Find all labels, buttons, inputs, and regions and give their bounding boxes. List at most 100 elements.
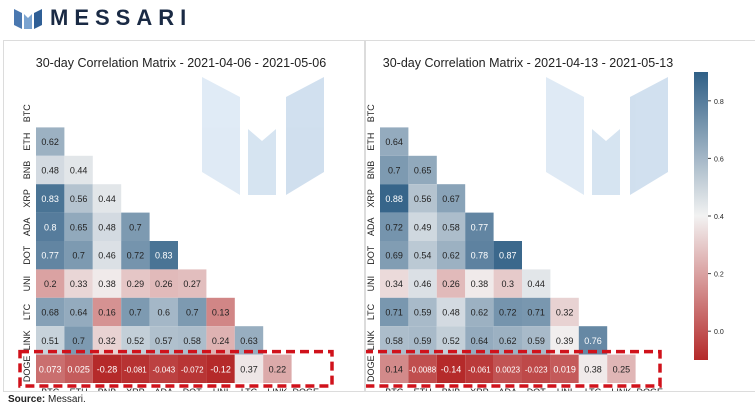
- cell-value-label: 0.7: [186, 308, 199, 318]
- heatmap-cell: [408, 241, 437, 270]
- y-tick-label: ETH: [22, 133, 32, 151]
- cell-value-label: 0.26: [155, 279, 173, 289]
- messari-logo: MESSARI: [14, 5, 192, 31]
- cell-value-label: 0.073: [39, 364, 62, 374]
- cell-value-label: 0.52: [442, 336, 460, 346]
- cell-value-label: 0.44: [527, 279, 545, 289]
- y-tick-label: BNB: [22, 161, 32, 180]
- cell-value-label: 0.64: [70, 308, 88, 318]
- cell-value-label: 0.67: [442, 194, 460, 204]
- y-tick-label: ADA: [22, 218, 32, 237]
- heatmap-cell: [465, 354, 494, 383]
- doge-row-highlight: [362, 349, 662, 388]
- heatmap-cell: [263, 354, 292, 383]
- cell-value-label: 0.46: [98, 251, 116, 261]
- cell-value-label: 0.78: [471, 251, 489, 261]
- y-tick-label: DOT: [22, 245, 32, 265]
- cell-value-label: 0.24: [212, 336, 230, 346]
- watermark-logo-icon: [202, 77, 324, 195]
- heatmap-cell: [436, 184, 466, 213]
- cell-value-label: 0.77: [471, 222, 489, 232]
- cell-value-label: 0.25: [613, 364, 631, 374]
- cell-value-label: 0.56: [70, 194, 88, 204]
- heatmap-cell: [36, 297, 65, 327]
- cell-value-label: 0.83: [155, 251, 173, 261]
- cell-value-label: 0.6: [158, 308, 171, 318]
- heatmap-cell: [436, 354, 466, 383]
- cell-value-label: -0.0088: [409, 365, 437, 374]
- heatmap-cell: [178, 297, 207, 327]
- cell-value-label: 0.33: [70, 279, 88, 289]
- correlation-heatmap-right: 30-day Correlation Matrix - 2021-04-13 -…: [362, 56, 724, 397]
- cell-value-label: 0.48: [41, 166, 59, 176]
- y-tick-label: LINK: [366, 330, 376, 350]
- y-tick-label: DOGE: [22, 356, 32, 383]
- cell-value-label: 0.58: [385, 336, 403, 346]
- cell-value-label: 0.76: [584, 336, 602, 346]
- left-chart-panel: 30-day Correlation Matrix - 2021-04-06 -…: [3, 40, 365, 397]
- right-chart-panel: 30-day Correlation Matrix - 2021-04-13 -…: [362, 40, 755, 397]
- y-tick-label: LTC: [366, 303, 376, 320]
- cell-value-label: 0.29: [127, 279, 145, 289]
- cell-value-label: 0.69: [385, 251, 403, 261]
- cell-value-label: 0.34: [385, 279, 403, 289]
- chart-title: 30-day Correlation Matrix - 2021-04-06 -…: [36, 56, 326, 70]
- cell-value-label: 0.025: [67, 364, 90, 374]
- cell-value-label: -0.14: [441, 364, 462, 374]
- heatmap-cell: [64, 297, 93, 327]
- heatmap-cell: [408, 155, 437, 185]
- heatmap-cell: [64, 184, 93, 213]
- heatmap-cell: [465, 269, 494, 298]
- cell-value-label: 0.59: [527, 336, 545, 346]
- cell-value-label: 0.48: [442, 308, 460, 318]
- y-tick-label: ADA: [366, 218, 376, 237]
- cell-value-label: 0.7: [129, 308, 142, 318]
- heatmap-cell: [121, 269, 150, 298]
- heatmap-cell: [550, 297, 579, 327]
- cell-value-label: 0.72: [499, 308, 517, 318]
- heatmap-cell: [380, 297, 409, 327]
- heatmap-cell: [465, 241, 494, 270]
- heatmap-cell: [36, 155, 65, 185]
- heatmap-cell: [436, 241, 466, 270]
- messari-logo-icon: [14, 9, 42, 29]
- heatmap-cell: [92, 269, 122, 298]
- heatmap-cell: [206, 297, 235, 327]
- heatmap-cell: [149, 269, 178, 298]
- heatmap-cell: [178, 354, 207, 383]
- heatmap-cell: [121, 212, 150, 241]
- y-tick-label: BTC: [22, 104, 32, 123]
- heatmap-cell: [436, 269, 466, 298]
- heatmap-cell: [64, 212, 93, 241]
- heatmap-cell: [64, 155, 93, 185]
- heatmap-cell: [380, 155, 409, 185]
- heatmap-cell: [92, 212, 122, 241]
- source-text: Messari.: [48, 394, 86, 405]
- cell-value-label: 0.57: [155, 336, 173, 346]
- heatmap-cell: [36, 184, 65, 213]
- heatmap-cell: [607, 354, 636, 383]
- cell-value-label: 0.63: [240, 336, 258, 346]
- cell-value-label: 0.44: [70, 166, 88, 176]
- heatmap-cell: [465, 212, 494, 241]
- cell-value-label: 0.71: [527, 308, 545, 318]
- heatmap-cell: [408, 212, 437, 241]
- cell-value-label: 0.72: [385, 222, 403, 232]
- chart-title: 30-day Correlation Matrix - 2021-04-13 -…: [383, 56, 673, 70]
- y-tick-label: BNB: [366, 161, 376, 180]
- heatmap-cell: [380, 269, 409, 298]
- cell-value-label: 0.59: [414, 336, 432, 346]
- heatmap-cell: [36, 241, 65, 270]
- heatmap-cell: [36, 212, 65, 241]
- cell-value-label: 0.64: [385, 137, 403, 147]
- y-tick-label: UNI: [366, 276, 376, 292]
- cell-value-label: 0.64: [471, 336, 489, 346]
- cell-value-label: 0.68: [41, 308, 59, 318]
- y-tick-label: LINK: [22, 330, 32, 350]
- heatmap-cell: [206, 354, 235, 383]
- source-note: Source: Messari.: [8, 394, 86, 405]
- cell-value-label: 0.59: [414, 308, 432, 318]
- y-tick-label: DOGE: [366, 356, 376, 383]
- heatmap-cell: [121, 354, 150, 383]
- cell-value-label: 0.58: [442, 222, 460, 232]
